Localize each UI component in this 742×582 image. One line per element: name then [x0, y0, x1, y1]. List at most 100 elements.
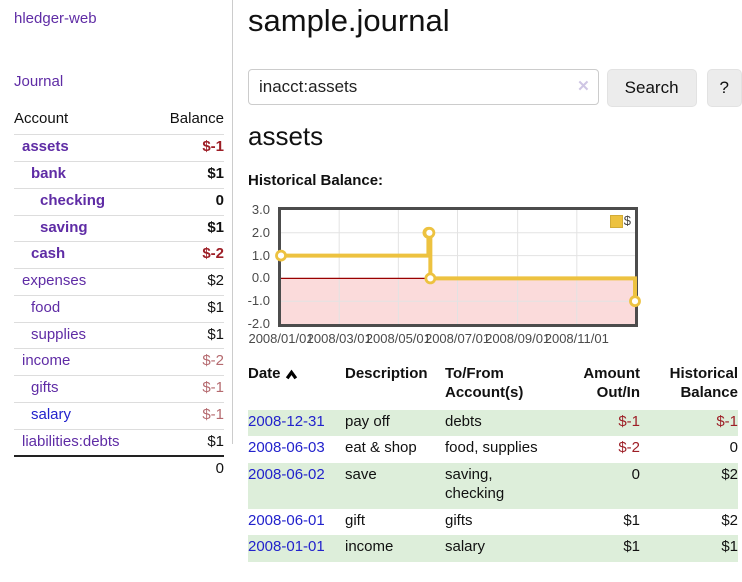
transaction-date-link[interactable]: 2008-12-31 [248, 412, 325, 430]
transaction-accounts: salary [445, 538, 486, 556]
account-balance: $-1 [152, 401, 224, 429]
register-header-row: Date Description To/From Account(s) Amou… [248, 362, 738, 410]
account-row: cash $-2 [14, 241, 224, 269]
y-axis: 3.0 2.0 1.0 0.0 -1.0 -2.0 [238, 201, 272, 335]
account-row: checking 0 [14, 187, 224, 215]
account-row: expenses $2 [14, 268, 224, 296]
x-axis-tick-label: 2008/01/01 [248, 331, 314, 346]
transaction-description: gift [345, 511, 366, 529]
account-link[interactable]: saving [40, 218, 88, 236]
table-row: 2008-06-03 eat & shop food, supplies $-2 0 [248, 436, 738, 463]
chart-point-marker [424, 272, 437, 285]
transaction-accounts: food, supplies [445, 439, 538, 457]
account-link[interactable]: food [31, 298, 61, 316]
account-balance: $2 [152, 268, 224, 296]
help-button[interactable]: ? [706, 69, 742, 107]
search-bar: ✕ Search ? [248, 69, 742, 107]
transaction-amount: 0 [631, 466, 640, 483]
clear-search-icon[interactable]: ✕ [577, 78, 590, 95]
y-axis-tick-label: 3.0 [251, 201, 270, 217]
balance-column-header: Balance [169, 109, 224, 127]
sidebar: hledger-web Journal Account Balance asse… [0, 0, 233, 483]
account-row: food $1 [14, 294, 224, 322]
account-link[interactable]: assets [22, 138, 69, 156]
x-axis-tick-label: 2008/09/01 [485, 331, 551, 346]
account-link[interactable]: income [22, 352, 71, 370]
transaction-amount: $1 [623, 511, 640, 529]
transaction-accounts: gifts [445, 511, 473, 529]
account-balance: $1 [152, 321, 224, 349]
register-table: Date Description To/From Account(s) Amou… [248, 362, 738, 562]
transaction-historical-balance: $2 [721, 466, 738, 483]
app-title[interactable]: hledger-web [14, 10, 97, 27]
transaction-date-link[interactable]: 2008-01-01 [248, 538, 325, 556]
transaction-historical-balance: $1 [721, 538, 738, 556]
account-balance: $-2 [152, 241, 224, 269]
total-spacer [14, 455, 153, 483]
transaction-historical-balance: $-1 [716, 412, 738, 430]
page-title: sample.journal [248, 3, 450, 38]
account-balance: 0 [152, 187, 224, 215]
chart-point-marker [275, 249, 287, 262]
transaction-amount: $-1 [618, 412, 640, 430]
transaction-historical-balance: $2 [721, 511, 738, 529]
amount-column-header: Amount Out/In [583, 365, 640, 401]
y-axis-tick-label: -2.0 [247, 315, 270, 331]
historical-balance-chart: 3.0 2.0 1.0 0.0 -1.0 -2.0 $ 2008/01/01 2008/03… [238, 201, 648, 355]
account-row: income $-2 [14, 348, 224, 376]
transaction-date-link[interactable]: 2008-06-01 [248, 511, 325, 529]
historical-balance-column-header: Historical Balance [669, 365, 738, 401]
search-input[interactable] [248, 69, 599, 105]
table-row: 2008-06-01 gift gifts $1 $2 [248, 509, 738, 536]
transaction-amount: $-2 [618, 439, 640, 457]
account-link[interactable]: salary [31, 405, 72, 423]
transaction-description: pay off [345, 412, 390, 430]
y-axis-tick-label: 0.0 [251, 270, 270, 286]
chart-point-marker [423, 226, 436, 239]
chart-canvas [275, 210, 641, 324]
account-link[interactable]: expenses [22, 272, 87, 289]
account-balance: $-1 [152, 134, 224, 162]
y-axis-tick-label: 1.0 [251, 247, 270, 263]
account-balance: $-1 [152, 375, 224, 403]
x-axis-tick-label: 2008/07/01 [424, 331, 491, 346]
transaction-date-link[interactable]: 2008-06-03 [248, 439, 325, 457]
transaction-description: save [345, 466, 377, 483]
transaction-date-link[interactable]: 2008-06-02 [248, 466, 325, 483]
account-link[interactable]: cash [31, 245, 66, 263]
account-table-header-row: Account Balance [14, 107, 224, 135]
accounts-column-header: To/From Account(s) [445, 365, 524, 401]
nav-journal-link[interactable]: Journal [14, 72, 64, 90]
legend-label: $ [623, 213, 631, 228]
table-row: 2008-06-02 save saving, checking 0 $2 [248, 463, 738, 509]
account-link[interactable]: liabilities:debts [22, 432, 120, 450]
account-row: assets $-1 [14, 134, 224, 162]
account-balance: $1 [152, 214, 224, 242]
account-link[interactable]: checking [40, 191, 106, 209]
sort-ascending-icon [285, 369, 297, 380]
account-link[interactable]: supplies [31, 325, 87, 343]
description-column-header: Description [345, 365, 428, 382]
transaction-accounts: saving, checking [445, 466, 505, 502]
x-axis-tick-label: 2008/05/01 [365, 331, 431, 346]
main-content: sample.journal ✕ Search ? assets Histori… [248, 0, 742, 582]
y-axis-tick-label: 2.0 [251, 224, 270, 240]
transaction-description: eat & shop [345, 439, 417, 457]
transaction-accounts: debts [445, 412, 482, 430]
x-axis-tick-label: 2008/03/01 [306, 331, 372, 346]
table-row: 2008-01-01 income salary $1 $1 [248, 535, 738, 562]
account-row: gifts $-1 [14, 375, 224, 403]
account-balance: $1 [152, 294, 224, 322]
legend-swatch-icon [609, 214, 623, 228]
search-button[interactable]: Search [606, 69, 697, 107]
account-link[interactable]: bank [31, 165, 67, 182]
account-row: liabilities:debts $1 [14, 428, 224, 457]
chart-title: Historical Balance: [248, 172, 384, 189]
chart-point-marker [629, 295, 641, 308]
account-row: saving $1 [14, 214, 224, 242]
account-column-header: Account [14, 109, 69, 127]
date-sort-control[interactable]: Date [248, 365, 298, 384]
account-link[interactable]: gifts [31, 379, 59, 396]
transaction-amount: $1 [623, 538, 640, 556]
total-balance: 0 [152, 455, 224, 483]
